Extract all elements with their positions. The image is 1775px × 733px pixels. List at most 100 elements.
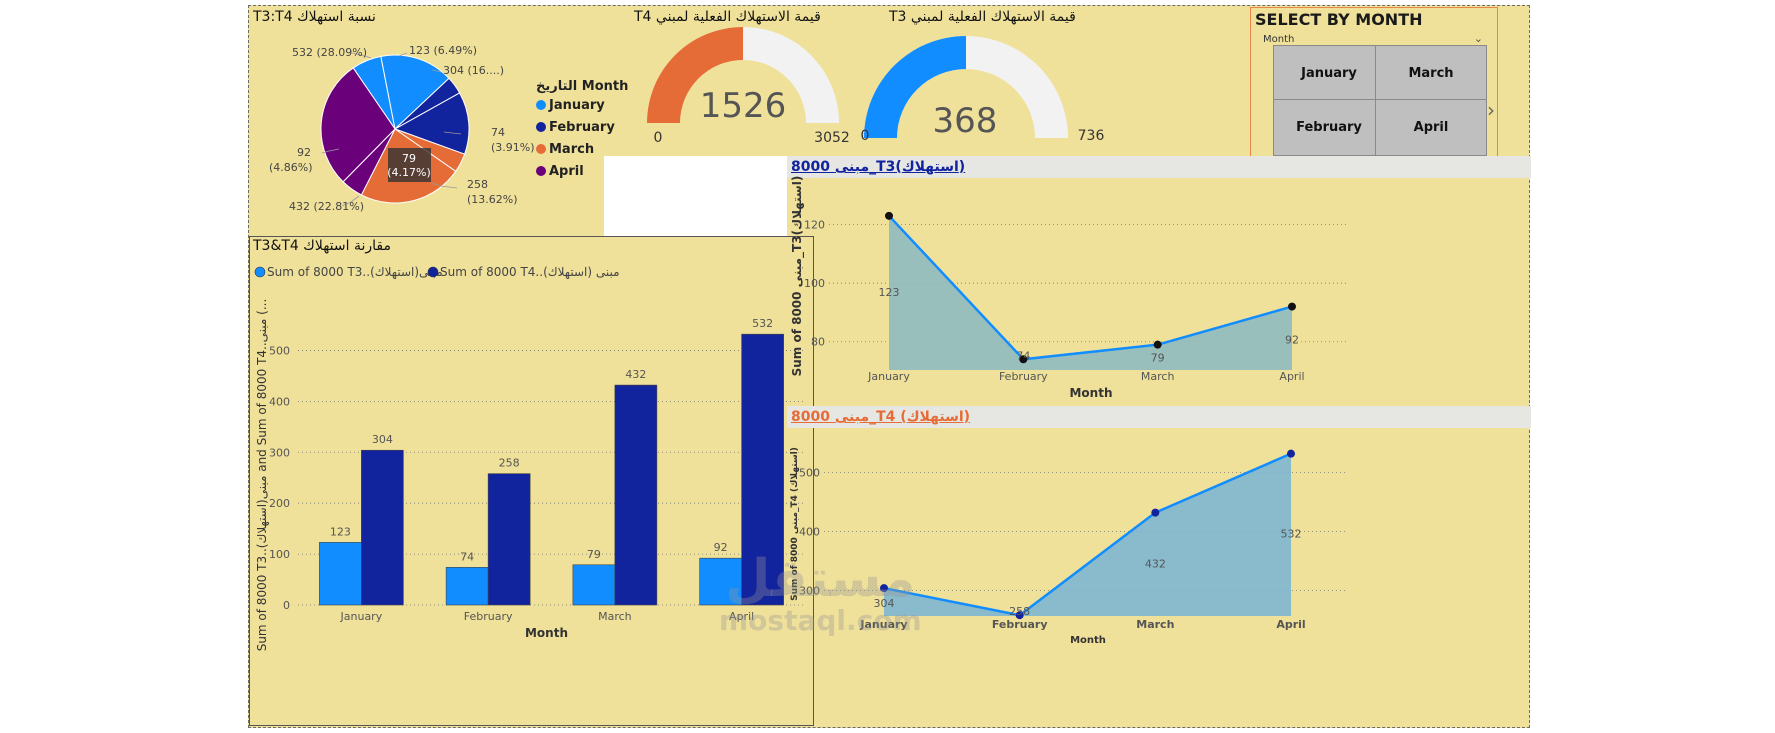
bar-legend-label-1[interactable]: Sum of 8000 T4..مبنى (استهلاك): [440, 265, 620, 279]
pie-label-92-pct: (4.86%): [269, 161, 313, 174]
bar-ytick-label: 300: [269, 446, 290, 459]
area-ylabel: Sum of 8000 مبنى_T4 (استهلاك): [790, 447, 800, 601]
gauge-t3[interactable]: 368 0 736: [859, 6, 1104, 154]
t3-area-title: 8000 مبنى_T3(استهلاك): [787, 156, 1531, 178]
legend-dot-icon: [536, 100, 546, 110]
t3-area-panel[interactable]: 8000 مبنى_T3(استهلاك) 80 100 120 123 January…: [787, 156, 1531, 406]
bar-march-0[interactable]: [572, 564, 616, 606]
area-ytick-label: 100: [804, 277, 825, 290]
empty-area: [604, 156, 787, 236]
area-line[interactable]: [883, 452, 1292, 617]
pie-label-532: 532 (28.09%): [292, 46, 367, 59]
bar-january-0[interactable]: [319, 542, 362, 606]
area-xtick-label: January: [867, 370, 910, 383]
pie-slice-april-532[interactable]: [320, 67, 396, 183]
bar-data-label: 304: [372, 433, 393, 446]
area-point-february[interactable]: [1015, 611, 1024, 620]
bar-chart[interactable]: Sum of 8000 T3..مبنى(استهلاك)Sum of 8000…: [250, 237, 813, 725]
bar-february-0[interactable]: [445, 567, 489, 606]
t3-area-chart[interactable]: 80 100 120 123 January 74 February 79 March 92 Apr…: [787, 156, 1531, 406]
pie-slice-february-258[interactable]: [393, 92, 470, 155]
chevron-right-icon[interactable]: ›: [1487, 98, 1495, 122]
gauge-t4-min: 0: [654, 130, 663, 146]
bar-ytick-label: 500: [269, 344, 290, 357]
area-xlabel: Month: [1070, 635, 1106, 646]
slicer-option-february[interactable]: February: [1273, 99, 1385, 156]
gauge-t3-max: 736: [1078, 128, 1104, 144]
area-point-february[interactable]: [1019, 355, 1028, 364]
pie-label-123: 123 (6.49%): [409, 44, 477, 57]
report-canvas: T3:T4 نسبة استهلاك 532 (28.09%) 123 (6.4…: [248, 5, 1531, 729]
gauge-t4-title: T4 قيمة الاستهلاك الفعلية لمبني: [634, 9, 821, 25]
pie-leader-lines: [321, 52, 462, 207]
bar-chart-panel[interactable]: T3&T4 مقارنة استهلاك Sum of 8000 T3..مبن…: [249, 236, 814, 726]
area-data-label: 432: [1145, 558, 1166, 571]
pie-label-258-pct: (13.62%): [467, 193, 518, 206]
bar-april-0[interactable]: [699, 557, 742, 606]
pie-label-258: 258: [467, 178, 488, 191]
gauge-t4[interactable]: 1526 0 3052: [622, 6, 854, 154]
bar-data-label: 532: [752, 317, 773, 330]
pie-legend-label: April: [549, 164, 584, 179]
month-slicer[interactable]: SELECT BY MONTH Month ⌄ January March Fe…: [1250, 7, 1498, 157]
bar-xlabel: Month: [525, 626, 568, 640]
gauge-t4-max: 3052: [814, 130, 850, 146]
pie-slice-january-304[interactable]: [380, 54, 450, 130]
pie-legend-item-march[interactable]: March: [536, 142, 594, 157]
area-data-label: 74: [1016, 349, 1030, 362]
area-point-march[interactable]: [1151, 508, 1160, 517]
gauge-t4-fill: [647, 27, 743, 123]
chevron-down-icon[interactable]: ⌄: [1473, 32, 1483, 45]
area-point-april[interactable]: [1287, 449, 1295, 458]
bar-april-1[interactable]: [741, 333, 784, 606]
area-line[interactable]: [888, 215, 1293, 361]
slicer-option-january[interactable]: January: [1273, 45, 1385, 102]
bar-legend-label-0[interactable]: Sum of 8000 T3..مبنى(استهلاك): [267, 265, 443, 279]
bar-data-label: 258: [499, 457, 520, 470]
area-fill: [889, 215, 1292, 370]
gauge-t4-panel[interactable]: T4 قيمة الاستهلاك الفعلية لمبني 1526 0 3…: [622, 6, 854, 154]
bar-february-1[interactable]: [487, 473, 531, 606]
area-xlabel: Month: [1069, 386, 1112, 400]
bar-xtick-label: February: [464, 610, 513, 623]
pie-title: T3:T4 نسبة استهلاك: [253, 9, 376, 25]
area-ytick-label: 120: [804, 219, 825, 232]
area-data-label: 258: [1009, 605, 1030, 618]
pie-label-74: 74: [491, 126, 505, 139]
area-xtick-label: April: [1276, 618, 1305, 631]
area-ytick-label: 400: [799, 526, 820, 539]
t4-area-title: 8000 مبنى_T4 (استهلاك): [787, 406, 1531, 428]
bar-ytick-label: 100: [269, 548, 290, 561]
bar-data-label: 74: [460, 550, 474, 563]
pie-legend-item-february[interactable]: February: [536, 120, 615, 135]
slicer-dropdown-label[interactable]: Month: [1263, 34, 1295, 45]
bar-xtick-label: January: [340, 610, 383, 623]
area-xtick-label: March: [1141, 370, 1175, 383]
bar-data-label: 79: [587, 548, 601, 561]
slicer-option-april[interactable]: April: [1375, 99, 1487, 156]
area-point-march[interactable]: [1153, 340, 1162, 349]
bar-ytick-label: 0: [283, 599, 290, 612]
bar-ytick-label: 200: [269, 497, 290, 510]
slicer-option-march[interactable]: March: [1375, 45, 1487, 102]
gauge-t3-title: T3 قيمة الاستهلاك الفعلية لمبني: [889, 9, 1076, 25]
area-point-january[interactable]: [880, 584, 888, 593]
area-point-january[interactable]: [885, 211, 893, 220]
pie-chart[interactable]: 532 (28.09%) 123 (6.49%) 304 (16....) 74…: [249, 6, 604, 234]
area-data-label: 304: [874, 597, 895, 610]
gauge-t3-panel[interactable]: T3 قيمة الاستهلاك الفعلية لمبني 368 0 73…: [859, 6, 1104, 154]
area-point-april[interactable]: [1288, 302, 1296, 311]
pie-panel[interactable]: T3:T4 نسبة استهلاك 532 (28.09%) 123 (6.4…: [249, 6, 628, 234]
bar-data-label: 123: [330, 525, 351, 538]
area-xtick-label: April: [1279, 370, 1304, 383]
gauge-t4-value: 1526: [700, 86, 787, 126]
bar-january-1[interactable]: [361, 449, 404, 606]
area-ylabel: Sum of 8000 مبنى_T3(استهلاك): [790, 176, 805, 377]
bar-march-1[interactable]: [614, 384, 658, 606]
t4-area-panel[interactable]: 8000 مبنى_T4 (استهلاك) 300 400 500 304 Janua…: [787, 404, 1531, 729]
pie-legend-item-january[interactable]: January: [536, 98, 605, 113]
pie-legend-item-april[interactable]: April: [536, 164, 584, 179]
gauge-t3-value: 368: [933, 101, 998, 141]
area-xtick-label: February: [992, 618, 1048, 631]
